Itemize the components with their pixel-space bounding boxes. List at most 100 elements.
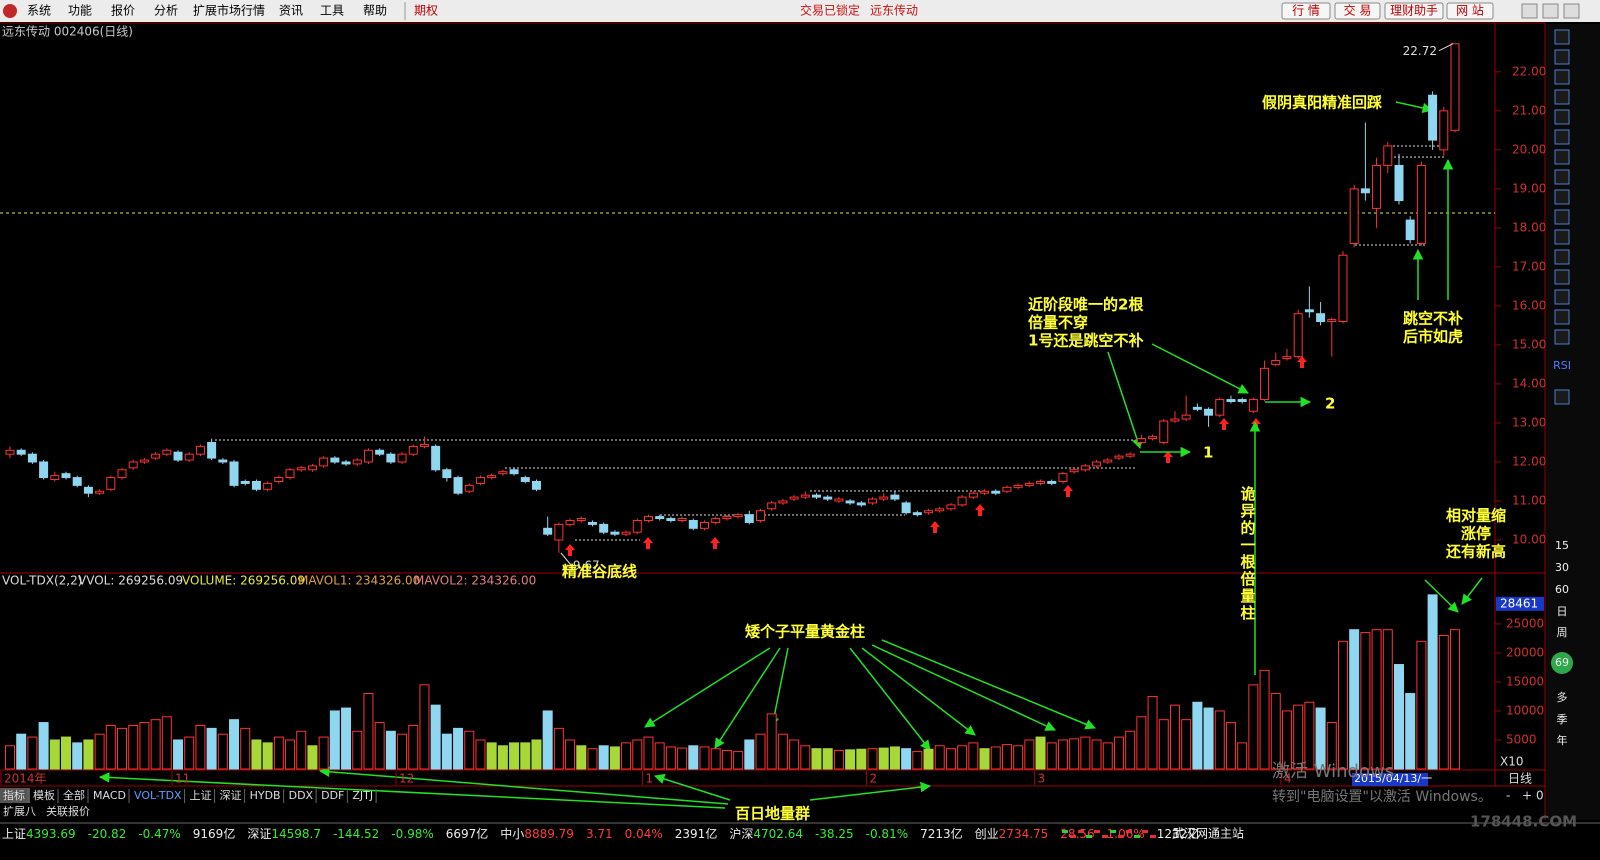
signal-bar <box>1062 830 1068 833</box>
toolbar-label[interactable]: 多 <box>1557 690 1568 704</box>
signal-arrow <box>710 537 720 549</box>
toolbar-label[interactable]: 60 <box>1555 583 1569 596</box>
candle-body <box>834 498 844 502</box>
candle-body <box>1405 219 1415 241</box>
toolbar-icon[interactable] <box>1554 209 1570 225</box>
candle-body <box>991 490 1001 494</box>
tab[interactable]: DDF <box>321 789 344 802</box>
toolbar-icon[interactable] <box>1554 249 1570 265</box>
toolbar-icon[interactable] <box>1554 289 1570 305</box>
zoom-control[interactable]: + <box>1522 789 1532 803</box>
toolbar-label[interactable]: 15 <box>1555 539 1569 552</box>
candle-body <box>621 531 631 535</box>
menu-item[interactable]: 帮助 <box>363 4 387 18</box>
menu-item[interactable]: 系统 <box>27 4 51 18</box>
toolbar-icon[interactable] <box>1554 229 1570 245</box>
toolbar-icon[interactable] <box>1554 189 1570 205</box>
volume-bar <box>766 713 777 770</box>
volume-bar <box>329 710 340 770</box>
candle-body <box>1192 406 1202 410</box>
volume-bar <box>464 730 475 770</box>
x-tick-label: 3 <box>1038 772 1046 786</box>
toolbar-icon[interactable] <box>1554 309 1570 325</box>
candle-body <box>1372 164 1382 209</box>
menu-button[interactable]: 交 易 <box>1344 3 1372 18</box>
tab[interactable]: ZJTJ <box>352 789 373 802</box>
menu-button[interactable]: 网 站 <box>1456 4 1484 18</box>
toolbar-label[interactable]: 年 <box>1557 733 1568 747</box>
menu-item[interactable]: 资讯 <box>279 4 303 18</box>
candle-body <box>632 519 642 533</box>
candle-body <box>1058 473 1068 482</box>
menu-item[interactable]: 报价 <box>111 3 135 18</box>
signal-bar <box>1150 835 1156 838</box>
tab[interactable]: 模板 <box>33 788 55 802</box>
button-frame <box>1384 2 1444 20</box>
zoom-control[interactable]: - <box>1506 789 1510 803</box>
volume-bar <box>733 751 744 770</box>
tab[interactable]: 深证 <box>220 789 242 802</box>
volume-bar <box>1304 701 1315 770</box>
toolbar-icon[interactable] <box>1554 89 1570 105</box>
toolbar-icon[interactable] <box>1554 329 1570 345</box>
menu-item[interactable]: 期权 <box>414 4 438 18</box>
y-tick-label: 18.00 <box>1512 220 1546 234</box>
volume-bar <box>912 751 923 770</box>
toolbar-label[interactable]: 季 <box>1557 713 1568 726</box>
tab[interactable]: 扩展八 <box>3 804 36 818</box>
volume-bar <box>587 748 598 770</box>
volume-bar <box>419 684 430 770</box>
toolbar-icon[interactable] <box>1554 129 1570 145</box>
tab[interactable]: 上证 <box>190 789 212 802</box>
y-tick-label: 10.00 <box>1512 533 1546 547</box>
toolbar-icon[interactable] <box>1554 149 1570 165</box>
toolbar-label[interactable]: 日 <box>1557 605 1568 618</box>
period-label: 日线 <box>1508 772 1532 786</box>
indicator-header: MAVOL2: 234326.00 <box>414 574 536 588</box>
menu-item[interactable]: 功能 <box>68 4 92 18</box>
tab[interactable]: HYDB <box>250 789 281 802</box>
menu-item[interactable]: 工具 <box>320 4 344 18</box>
zoom-control[interactable]: 0 <box>1536 789 1544 803</box>
menu-item[interactable]: 分析 <box>154 4 178 18</box>
toolbar-icon[interactable] <box>1554 69 1570 85</box>
toolbar-icon[interactable] <box>1554 269 1570 285</box>
volume-bar <box>38 722 49 770</box>
candle-body <box>218 459 228 463</box>
tab[interactable]: DDX <box>289 789 314 802</box>
candle-body <box>464 484 474 492</box>
signal-arrow <box>930 521 940 533</box>
toolbar-label[interactable]: 69 <box>1555 656 1569 669</box>
toolbar-icon[interactable] <box>1554 109 1570 125</box>
toolbar-label[interactable]: 周 <box>1557 626 1568 639</box>
volume-bar <box>609 746 620 770</box>
index-pct: -0.81% <box>866 827 908 841</box>
volume-bar <box>923 748 934 770</box>
toolbar-icon[interactable] <box>1554 169 1570 185</box>
volume-bar <box>1091 739 1102 770</box>
toolbar-label[interactable]: RSI <box>1553 359 1571 372</box>
window-control[interactable] <box>1542 3 1559 19</box>
toolbar-icon[interactable] <box>1554 389 1570 405</box>
menu-button[interactable]: 行 情 <box>1292 4 1320 18</box>
signal-bar <box>1142 830 1148 833</box>
tab[interactable]: VOL-TDX <box>134 789 182 802</box>
menu-item[interactable]: 扩展市场行情 <box>193 3 265 18</box>
toolbar-icon[interactable] <box>1554 49 1570 65</box>
candle-body <box>487 475 497 479</box>
toolbar-label[interactable]: 30 <box>1555 561 1569 574</box>
tab[interactable]: 全部 <box>63 788 85 802</box>
menu-button[interactable]: 理财助手 <box>1390 4 1438 18</box>
tab[interactable]: MACD <box>93 789 126 802</box>
candle-body <box>117 469 127 479</box>
volume-bar <box>1237 742 1248 770</box>
volume-bar <box>665 746 676 770</box>
window-control[interactable] <box>1521 3 1538 19</box>
tab[interactable]: 指标 <box>3 788 25 802</box>
toolbar-icon[interactable] <box>1554 29 1570 45</box>
tab[interactable]: 关联报价 <box>46 804 90 818</box>
arrow <box>653 773 731 801</box>
volume-bar <box>968 742 979 770</box>
signal-bar <box>1118 835 1124 838</box>
window-control[interactable] <box>1563 3 1580 19</box>
